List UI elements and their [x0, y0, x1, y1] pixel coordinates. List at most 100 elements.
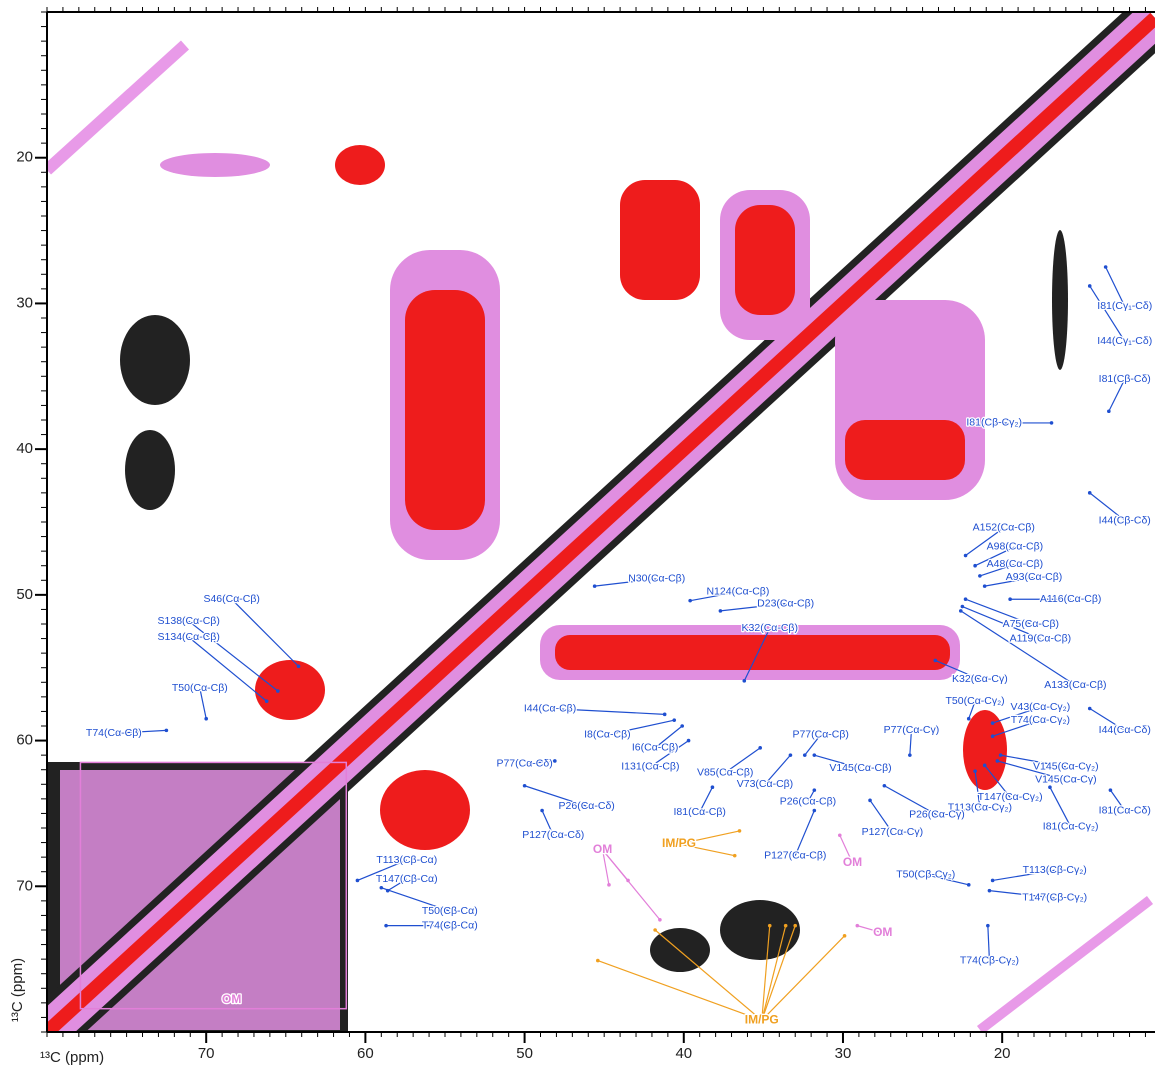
peak-marker — [658, 918, 662, 922]
x-tick-label: 60 — [357, 1045, 374, 1062]
peak-label: P26(Cα-Cδ) — [559, 800, 615, 812]
peak-label: T147(Cβ-Cα) — [376, 873, 438, 885]
peak-marker — [596, 959, 600, 963]
x-tick-label: 30 — [835, 1045, 852, 1062]
peak-marker — [711, 785, 715, 789]
x-tick-label: 40 — [675, 1045, 692, 1062]
peak-marker — [838, 833, 842, 837]
peak-label: P127(Cα-Cδ) — [522, 829, 584, 841]
y-tick-label: 70 — [16, 877, 33, 894]
peak-label: D23(Cα-Cβ) — [757, 597, 814, 609]
peak-marker — [868, 799, 872, 803]
peak-label: I44(Cβ-Cδ) — [1099, 514, 1151, 526]
peak-marker — [653, 928, 657, 932]
peak-marker — [380, 886, 384, 890]
peak-marker — [1008, 597, 1012, 601]
peak-label: S46(Cα-Cβ) — [203, 593, 259, 605]
peak-label: T74(Cα-Cβ) — [86, 727, 142, 739]
y-tick-label: 40 — [16, 440, 33, 457]
peak-label: P77(Cα-Cβ) — [792, 729, 848, 741]
peak-marker — [276, 689, 280, 693]
peak-label: V145(Cα-Cγ) — [1035, 774, 1097, 786]
peak-label: I44(Cα-Cδ) — [1099, 724, 1151, 736]
y-tick-label: 20 — [16, 149, 33, 166]
peak-marker — [813, 809, 817, 813]
peak-marker — [967, 717, 971, 721]
peak-marker — [983, 584, 987, 588]
peak-label: T74(Cα-Cγ₂) — [1011, 714, 1070, 726]
contour-blob — [720, 900, 800, 960]
peak-marker — [265, 699, 269, 703]
peak-marker — [523, 784, 527, 788]
peak-label: I81(Cβ-Cδ) — [1099, 373, 1151, 385]
peak-label: P26(Cα-Cγ) — [909, 809, 965, 821]
peak-marker — [384, 924, 388, 928]
peak-label: K32(Cα-Cβ) — [742, 622, 798, 634]
peak-label: A93(Cα-Cβ) — [1006, 571, 1062, 583]
y-tick-label: 50 — [16, 586, 33, 603]
peak-marker — [813, 753, 817, 757]
peak-marker — [719, 609, 723, 613]
contour-band — [405, 290, 485, 530]
contour-blob — [335, 145, 385, 185]
peak-marker — [793, 924, 797, 928]
peak-label: I81(Cγ₁-Cδ) — [1097, 300, 1152, 312]
peak-marker — [1109, 788, 1113, 792]
peak-label: OM — [593, 842, 612, 856]
peak-label: I6(Cα-Cβ) — [632, 742, 679, 754]
peak-label: T147(Cβ-Cγ₂) — [1022, 892, 1087, 904]
y-tick-label: 60 — [16, 732, 33, 749]
contour-blob — [120, 315, 190, 405]
leader-line — [232, 599, 299, 666]
peak-label: T50(Cβ-Cα) — [422, 905, 478, 917]
fold-diagonal — [47, 45, 185, 170]
x-tick-label: 70 — [198, 1045, 215, 1062]
x-tick-label: 50 — [516, 1045, 533, 1062]
peak-label: P77(Cα-Cδ) — [496, 758, 552, 770]
peak-marker — [856, 924, 860, 928]
peak-marker — [961, 605, 965, 609]
x-tick-label: 20 — [994, 1045, 1011, 1062]
peak-label: T50(Cα-Cβ) — [172, 682, 228, 694]
peak-marker — [983, 764, 987, 768]
peak-marker — [908, 753, 912, 757]
peak-marker — [964, 597, 968, 601]
peak-marker — [1088, 491, 1092, 495]
contour-blob — [1052, 230, 1068, 370]
peak-marker — [626, 879, 630, 883]
peak-marker — [1048, 785, 1052, 789]
peak-label: P77(Cα-Cγ) — [884, 724, 940, 736]
peak-marker — [1088, 284, 1092, 288]
peak-label: A75(Cα-Cβ) — [1003, 618, 1059, 630]
y-axis-label: ¹³C (ppm) — [9, 958, 26, 1022]
peak-marker — [973, 564, 977, 568]
peak-marker — [738, 829, 742, 833]
peak-label: S138(Cα-Cβ) — [158, 615, 220, 627]
peak-label: I81(Cβ-Cγ₂) — [966, 417, 1022, 429]
peak-marker — [742, 679, 746, 683]
peak-marker — [672, 718, 676, 722]
peak-marker — [687, 739, 691, 743]
peak-label: A152(Cα-Cβ) — [973, 522, 1035, 534]
peak-label: A48(Cα-Cβ) — [987, 558, 1043, 570]
peak-marker — [165, 729, 169, 733]
peak-label: P127(Cα-Cβ) — [764, 849, 826, 861]
peak-label: S134(Cα-Cβ) — [158, 631, 220, 643]
peak-label: T74(Cβ-Cα) — [422, 919, 478, 931]
peak-marker — [991, 734, 995, 738]
peak-label: I81(Cα-Cγ₂) — [1043, 820, 1099, 832]
peak-marker — [991, 721, 995, 725]
peak-marker — [1104, 265, 1108, 269]
peak-label: V73(Cα-Cβ) — [737, 778, 793, 790]
peak-marker — [593, 584, 597, 588]
peak-label: N30(Cα-Cβ) — [628, 573, 685, 585]
peak-marker — [959, 609, 963, 613]
peak-marker — [843, 934, 847, 938]
peak-label: T113(Cβ-Cα) — [376, 854, 437, 866]
peak-label: T74(Cβ-Cγ₂) — [960, 954, 1019, 966]
contour-blob — [650, 928, 710, 972]
peak-marker — [967, 883, 971, 887]
peak-marker — [883, 784, 887, 788]
peak-marker — [733, 854, 737, 858]
peak-marker — [386, 889, 390, 893]
